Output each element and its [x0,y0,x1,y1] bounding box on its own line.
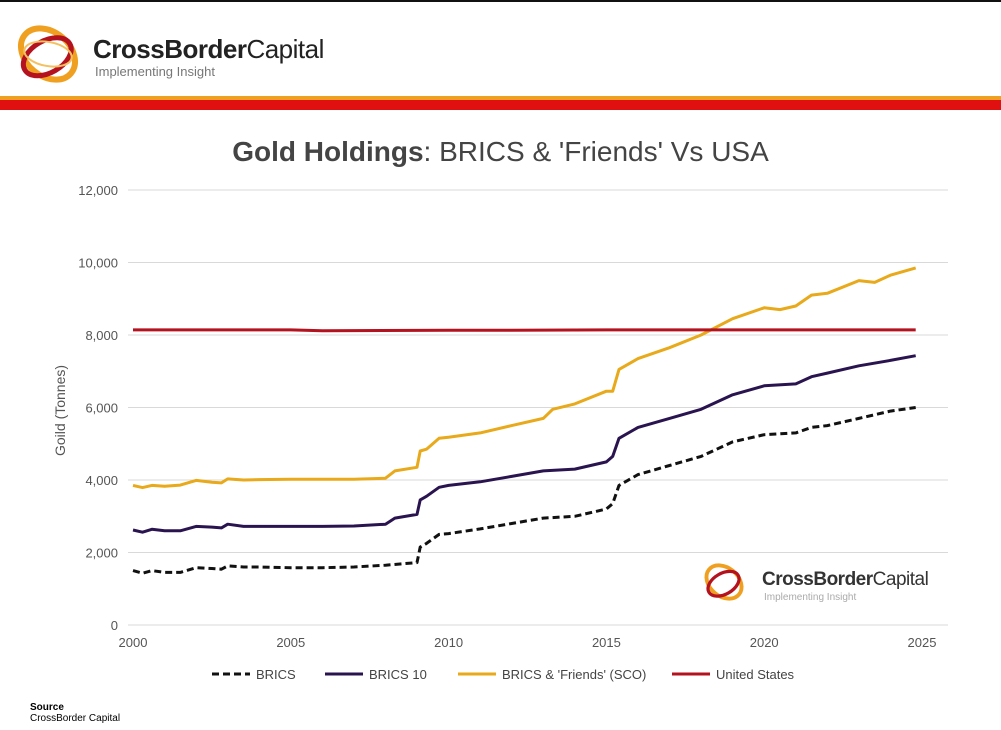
watermark-brand-light: Capital [872,569,929,590]
y-tick-label: 10,000 [78,256,118,271]
y-tick-label: 2,000 [85,546,118,561]
x-tick-label: 2015 [592,635,621,650]
chart-title-bold: Gold Holdings [232,136,424,167]
watermark-logo-icon [704,563,744,601]
series-line-brics-10 [132,354,916,534]
source-note: Source CrossBorder Capital [30,702,120,724]
series-line-united-states [133,328,916,333]
brand-tagline: Implementing Insight [95,64,215,79]
brand-name: CrossBorderCapital [93,35,324,63]
watermark-brand-bold: CrossBorder [762,569,873,590]
x-tick-label: 2000 [119,635,148,650]
y-tick-label: 12,000 [78,183,118,198]
x-tick-label: 2020 [750,635,779,650]
chart-title: Gold Holdings: BRICS & 'Friends' Vs USA [0,136,1001,168]
y-tick-label: 4,000 [85,473,118,488]
x-tick-label: 2005 [276,635,305,650]
x-tick-label: 2025 [908,635,937,650]
series-line-brics [132,406,916,575]
header-band-orange [0,96,1001,100]
source-label: Source [30,702,64,713]
legend-label: United States [716,667,795,682]
legend-label: BRICS 10 [369,667,427,682]
legend-label: BRICS [256,667,296,682]
x-tick-label: 2010 [434,635,463,650]
series-line-brics-friends-sco- [132,266,917,490]
crossborder-logo-icon [18,25,78,83]
y-tick-label: 6,000 [85,401,118,416]
watermark-tagline: Implementing Insight [764,592,857,603]
header-band-red [0,100,1001,110]
chart-title-rest: : BRICS & 'Friends' Vs USA [423,136,769,167]
watermark-brand: CrossBorderCapital [762,569,929,590]
y-tick-label: 0 [111,618,118,633]
source-value: CrossBorder Capital [30,713,121,724]
legend-label: BRICS & 'Friends' (SCO) [502,667,646,682]
brand-bold: CrossBorder [93,34,247,64]
brand-light: Capital [246,34,324,64]
y-tick-label: 8,000 [85,328,118,343]
top-border [0,0,1001,2]
